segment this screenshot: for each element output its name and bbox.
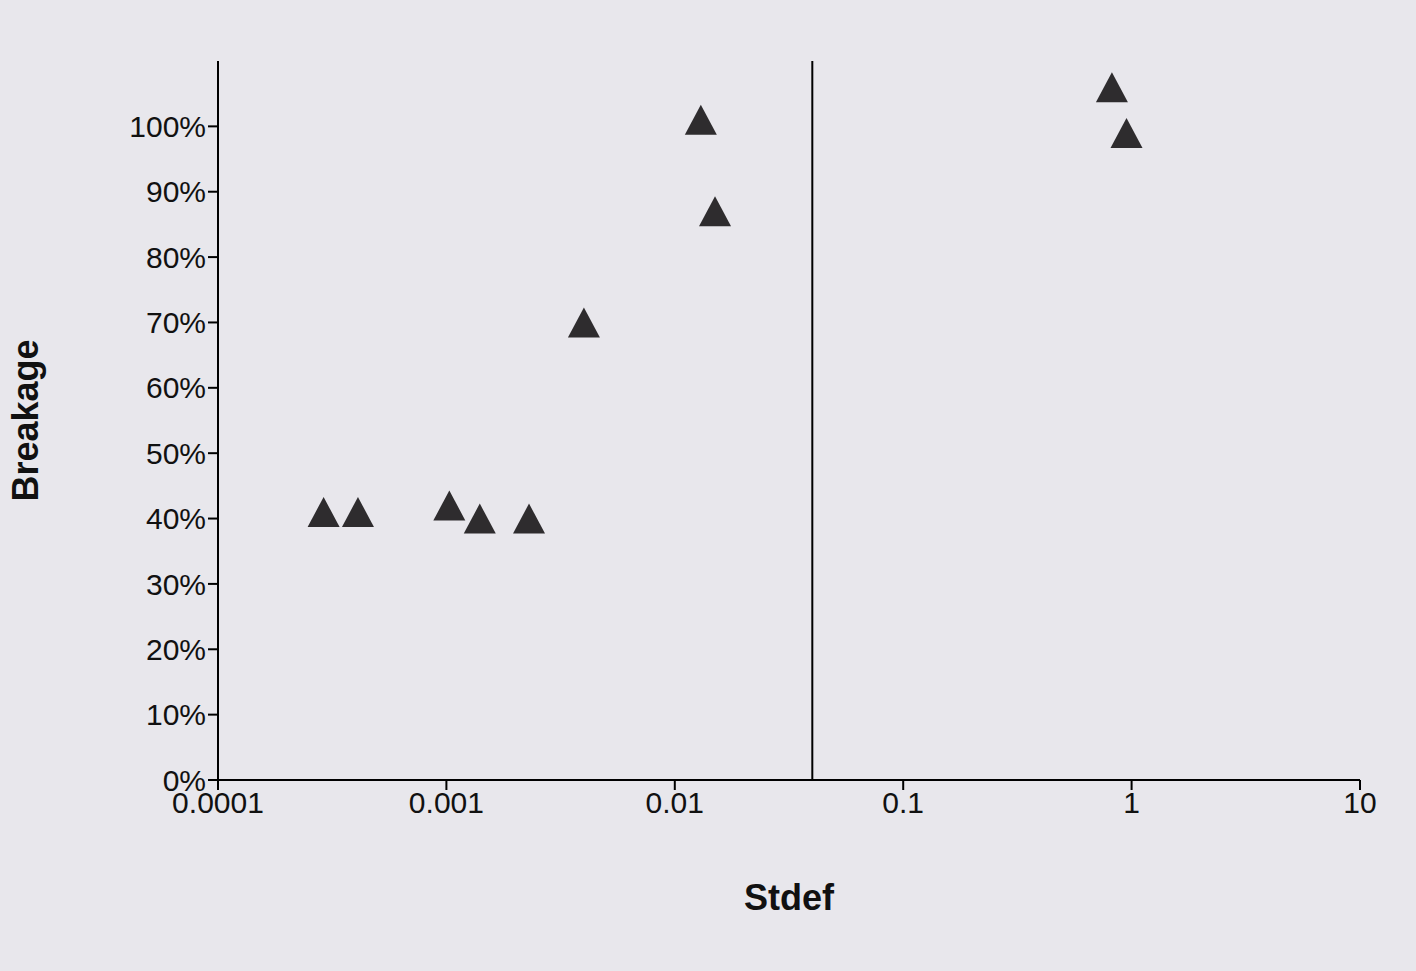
svg-text:50%: 50%	[146, 437, 206, 470]
svg-text:0%: 0%	[163, 764, 206, 797]
svg-text:100%: 100%	[129, 110, 206, 143]
svg-text:20%: 20%	[146, 633, 206, 666]
svg-text:70%: 70%	[146, 306, 206, 339]
svg-text:10: 10	[1343, 786, 1376, 819]
svg-text:10%: 10%	[146, 698, 206, 731]
svg-text:0.1: 0.1	[882, 786, 924, 819]
svg-text:1: 1	[1123, 786, 1140, 819]
svg-text:0.01: 0.01	[646, 786, 704, 819]
svg-text:40%: 40%	[146, 502, 206, 535]
svg-text:30%: 30%	[146, 568, 206, 601]
svg-text:90%: 90%	[146, 175, 206, 208]
svg-text:Breakage: Breakage	[5, 339, 46, 501]
svg-text:60%: 60%	[146, 371, 206, 404]
svg-text:80%: 80%	[146, 241, 206, 274]
svg-text:0.001: 0.001	[409, 786, 484, 819]
svg-text:Stdef: Stdef	[744, 877, 835, 918]
svg-text:0.0001: 0.0001	[172, 786, 264, 820]
